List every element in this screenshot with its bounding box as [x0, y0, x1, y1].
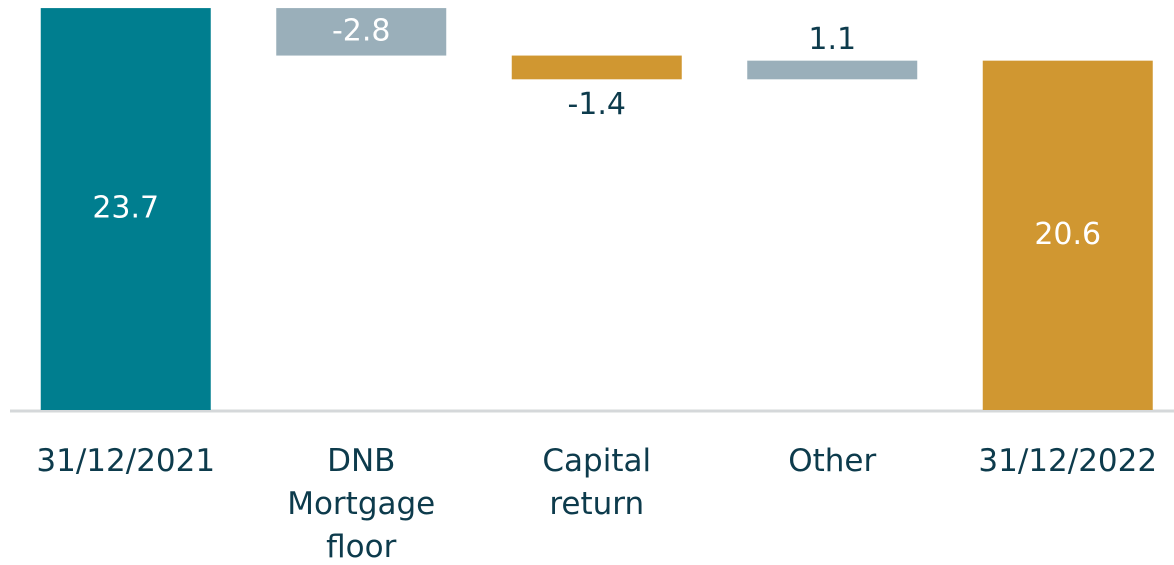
x-tick-label: DNB Mortgage floor [287, 443, 436, 565]
bar [40, 8, 211, 411]
value-label: 23.7 [92, 191, 159, 226]
bar [982, 60, 1153, 411]
x-tick-label: Capital return [542, 443, 652, 522]
x-tick-label: 31/12/2021 [36, 443, 216, 479]
value-label: -2.8 [332, 13, 391, 48]
value-label: 20.6 [1034, 217, 1101, 252]
value-label: -1.4 [567, 87, 626, 122]
bar [747, 60, 918, 80]
bar [511, 55, 682, 80]
x-tick-label: 31/12/2022 [978, 443, 1158, 479]
x-tick-label: Other [788, 443, 877, 479]
value-label: 1.1 [808, 22, 856, 57]
bar [276, 8, 447, 56]
